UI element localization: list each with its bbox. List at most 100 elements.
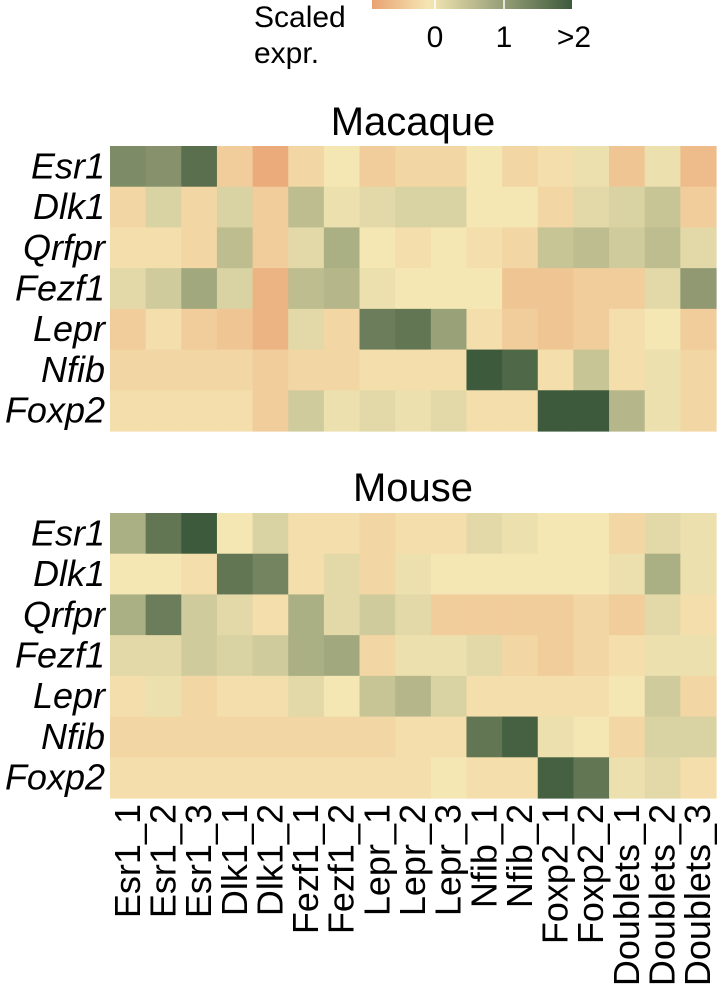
mouse-cell-qrfpr-foxp2_1 bbox=[537, 594, 575, 636]
mouse-cell-qrfpr-dlk1_1 bbox=[216, 594, 254, 636]
macaque-cell-fezf1-fezf1_2 bbox=[323, 268, 361, 310]
column-label-esr1_1: Esr1_1 bbox=[107, 804, 148, 918]
mouse-cell-fezf1-dlk1_2 bbox=[252, 635, 289, 677]
macaque-cell-nfib-doublets_2 bbox=[644, 349, 681, 391]
mouse-cell-qrfpr-nfib_1 bbox=[466, 594, 503, 636]
macaque-cell-lepr-doublets_1 bbox=[609, 308, 646, 351]
mouse-cell-esr1-nfib_2 bbox=[502, 513, 539, 555]
macaque-cell-foxp2-dlk1_2 bbox=[252, 390, 289, 432]
mouse-cell-nfib-nfib_2 bbox=[502, 716, 539, 758]
mouse-cell-qrfpr-fezf1_1 bbox=[288, 594, 325, 636]
mouse-cell-esr1-esr1_1 bbox=[110, 513, 147, 555]
macaque-cell-dlk1-nfib_1 bbox=[466, 186, 503, 229]
macaque-cell-lepr-fezf1_1 bbox=[288, 308, 325, 351]
mouse-cell-lepr-esr1_3 bbox=[181, 675, 218, 718]
mouse-cell-nfib-esr1_1 bbox=[110, 716, 147, 758]
mouse-cell-nfib-lepr_1 bbox=[359, 716, 396, 758]
mouse-cell-foxp2-fezf1_2 bbox=[323, 757, 361, 799]
legend-label-1: 1 bbox=[496, 21, 513, 54]
mouse-cell-qrfpr-esr1_3 bbox=[181, 594, 218, 636]
macaque-cell-lepr-esr1_2 bbox=[145, 308, 182, 351]
mouse-cell-lepr-esr1_2 bbox=[145, 675, 182, 718]
column-label-esr1_2: Esr1_2 bbox=[142, 804, 183, 918]
macaque-cell-lepr-esr1_1 bbox=[110, 308, 147, 351]
mouse-cell-esr1-fezf1_2 bbox=[323, 513, 361, 555]
macaque-cell-nfib-doublets_1 bbox=[609, 349, 646, 391]
mouse-cell-fezf1-esr1_3 bbox=[181, 635, 218, 677]
macaque-cell-qrfpr-dlk1_1 bbox=[216, 227, 254, 269]
mouse-cell-lepr-doublets_1 bbox=[609, 675, 646, 718]
mouse-cell-esr1-nfib_1 bbox=[466, 513, 503, 555]
macaque-cell-nfib-dlk1_2 bbox=[252, 349, 289, 391]
mouse-cell-esr1-lepr_1 bbox=[359, 513, 396, 555]
macaque-row-label-dlk1: Dlk1 bbox=[33, 186, 105, 227]
mouse-cell-fezf1-doublets_2 bbox=[644, 635, 681, 677]
mouse-cell-dlk1-esr1_1 bbox=[110, 553, 147, 596]
macaque-cell-esr1-lepr_1 bbox=[359, 146, 396, 188]
macaque-cell-esr1-foxp2_2 bbox=[573, 146, 610, 188]
macaque-cell-lepr-lepr_2 bbox=[395, 308, 432, 351]
macaque-cell-esr1-esr1_3 bbox=[181, 146, 218, 188]
column-label-lepr_1: Lepr_1 bbox=[356, 804, 397, 916]
macaque-cell-nfib-dlk1_1 bbox=[216, 349, 254, 391]
mouse-cell-esr1-fezf1_1 bbox=[288, 513, 325, 555]
macaque-cell-esr1-nfib_1 bbox=[466, 146, 503, 188]
column-label-dlk1_1: Dlk1_1 bbox=[214, 804, 255, 916]
column-label-doublets_3: Doublets_3 bbox=[677, 804, 718, 986]
mouse-cell-esr1-lepr_2 bbox=[395, 513, 432, 555]
macaque-cell-nfib-esr1_1 bbox=[110, 349, 147, 391]
column-label-foxp2_2: Foxp2_2 bbox=[570, 804, 611, 944]
mouse-cell-dlk1-dlk1_2 bbox=[252, 553, 289, 596]
macaque-cell-fezf1-nfib_1 bbox=[466, 268, 503, 310]
macaque-cell-dlk1-fezf1_2 bbox=[323, 186, 361, 229]
mouse-cell-fezf1-nfib_2 bbox=[502, 635, 539, 677]
mouse-cell-nfib-esr1_3 bbox=[181, 716, 218, 758]
macaque-cell-foxp2-dlk1_1 bbox=[216, 390, 254, 432]
macaque-cell-fezf1-doublets_3 bbox=[680, 268, 717, 310]
mouse-cell-dlk1-doublets_2 bbox=[644, 553, 681, 596]
mouse-cell-nfib-doublets_3 bbox=[680, 716, 717, 758]
macaque-cell-fezf1-esr1_3 bbox=[181, 268, 218, 310]
macaque-cell-fezf1-fezf1_1 bbox=[288, 268, 325, 310]
column-label-dlk1_2: Dlk1_2 bbox=[249, 804, 290, 916]
macaque-cell-foxp2-foxp2_2 bbox=[573, 390, 610, 432]
macaque-cell-foxp2-esr1_1 bbox=[110, 390, 147, 432]
macaque-cell-fezf1-nfib_2 bbox=[502, 268, 539, 310]
macaque-cell-esr1-esr1_1 bbox=[110, 146, 147, 188]
mouse-cell-nfib-fezf1_2 bbox=[323, 716, 361, 758]
mouse-cell-foxp2-doublets_1 bbox=[609, 757, 646, 799]
macaque-cell-foxp2-foxp2_1 bbox=[537, 390, 575, 432]
macaque-row-label-lepr: Lepr bbox=[33, 308, 107, 349]
macaque-cell-qrfpr-dlk1_2 bbox=[252, 227, 289, 269]
legend-label-2: >2 bbox=[557, 21, 591, 54]
mouse-cell-dlk1-fezf1_2 bbox=[323, 553, 361, 596]
mouse-row-label-esr1: Esr1 bbox=[31, 512, 105, 553]
macaque-cell-lepr-lepr_1 bbox=[359, 308, 396, 351]
macaque-cell-dlk1-lepr_3 bbox=[430, 186, 468, 229]
macaque-cell-qrfpr-lepr_2 bbox=[395, 227, 432, 269]
macaque-cell-nfib-lepr_2 bbox=[395, 349, 432, 391]
mouse-cell-foxp2-doublets_3 bbox=[680, 757, 717, 799]
macaque-cell-nfib-esr1_2 bbox=[145, 349, 182, 391]
mouse-cell-qrfpr-esr1_2 bbox=[145, 594, 182, 636]
mouse-cell-lepr-lepr_1 bbox=[359, 675, 396, 718]
mouse-cell-qrfpr-lepr_1 bbox=[359, 594, 396, 636]
macaque-cell-dlk1-nfib_2 bbox=[502, 186, 539, 229]
mouse-row-label-fezf1: Fezf1 bbox=[15, 635, 105, 676]
macaque-cell-qrfpr-nfib_1 bbox=[466, 227, 503, 269]
mouse-cell-esr1-lepr_3 bbox=[430, 513, 468, 555]
column-labels: Esr1_1Esr1_2Esr1_3Dlk1_1Dlk1_2Fezf1_1Fez… bbox=[107, 804, 718, 986]
mouse-cell-lepr-doublets_3 bbox=[680, 675, 717, 718]
mouse-cell-dlk1-dlk1_1 bbox=[216, 553, 254, 596]
macaque-cell-esr1-doublets_3 bbox=[680, 146, 717, 188]
mouse-cell-qrfpr-doublets_2 bbox=[644, 594, 681, 636]
mouse-cell-foxp2-nfib_1 bbox=[466, 757, 503, 799]
mouse-cell-fezf1-lepr_1 bbox=[359, 635, 396, 677]
mouse-cell-qrfpr-dlk1_2 bbox=[252, 594, 289, 636]
macaque-cell-foxp2-doublets_1 bbox=[609, 390, 646, 432]
color-legend: Scaled expr. 0 1 >2 bbox=[254, 0, 591, 70]
mouse-cell-nfib-dlk1_1 bbox=[216, 716, 254, 758]
mouse-cell-esr1-dlk1_2 bbox=[252, 513, 289, 555]
macaque-cell-dlk1-lepr_2 bbox=[395, 186, 432, 229]
